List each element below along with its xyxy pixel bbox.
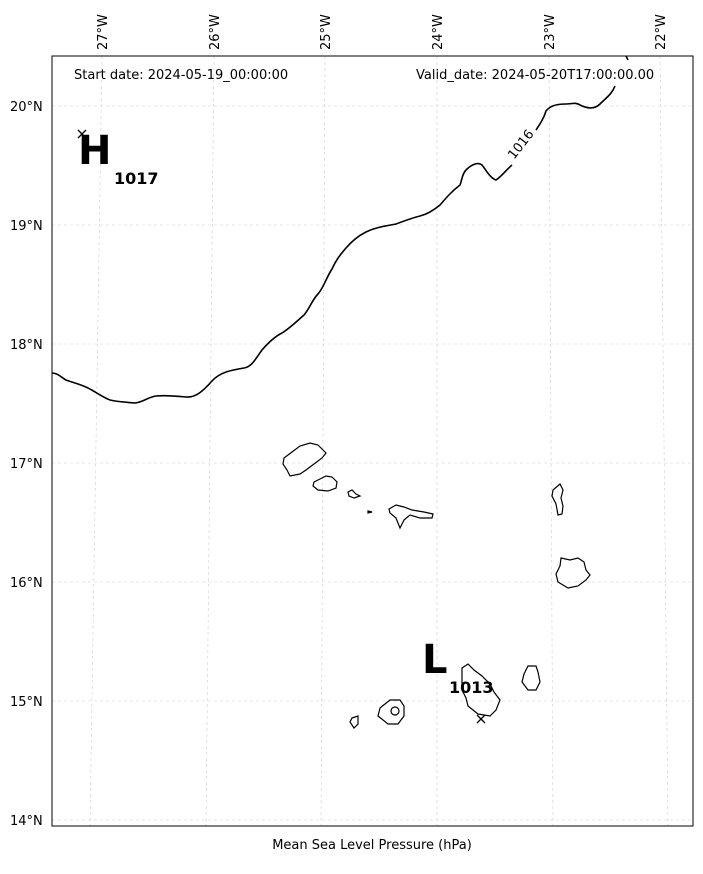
island-maio: [521, 665, 541, 691]
island-sao-vicente: [312, 475, 338, 492]
meridian-26w: [205, 55, 215, 827]
graticule: [52, 55, 693, 827]
island-santo-antao: [282, 442, 327, 477]
fogo-crater: [390, 706, 400, 716]
island-santiago: [461, 663, 501, 717]
low-letter: L: [422, 637, 448, 683]
meridian-25w: [320, 55, 326, 827]
valid-date-label: Valid_date: 2024-05-20T17:00:00.00: [416, 68, 654, 83]
island-fogo: [377, 699, 405, 725]
low-marker: [476, 714, 486, 724]
meridian-22w: [659, 55, 669, 827]
lon-tick-27w: 27°W: [96, 14, 111, 50]
island-sal: [551, 483, 564, 516]
lat-tick-19n: 19°N: [10, 219, 43, 234]
meridian-27w: [89, 55, 103, 827]
island-brava: [349, 715, 359, 729]
lat-tick-20n: 20°N: [10, 100, 43, 115]
islands: [282, 442, 591, 729]
isobar-1016: [51, 55, 629, 404]
lat-tick-17n: 17°N: [10, 457, 43, 472]
lon-tick-23w: 23°W: [543, 14, 558, 50]
lat-tick-labels: 20°N 19°N 18°N 17°N 16°N 15°N 14°N: [10, 100, 43, 829]
low-value: 1013: [449, 678, 494, 697]
lon-tick-26w: 26°W: [208, 14, 223, 50]
island-boa-vista: [555, 557, 591, 589]
lat-tick-14n: 14°N: [10, 814, 43, 829]
lat-tick-18n: 18°N: [10, 338, 43, 353]
lon-tick-24w: 24°W: [431, 14, 446, 50]
high-value: 1017: [114, 169, 159, 188]
lon-tick-22w: 22°W: [654, 14, 669, 50]
map-frame: [51, 55, 694, 827]
lat-tick-16n: 16°N: [10, 576, 43, 591]
lon-tick-25w: 25°W: [319, 14, 334, 50]
map-caption: Mean Sea Level Pressure (hPa): [272, 838, 472, 853]
high-letter: H: [78, 128, 111, 174]
isobar-label: 1016: [505, 127, 537, 162]
lon-tick-labels: 27°W 26°W 25°W 24°W 23°W 22°W: [96, 14, 669, 50]
lat-tick-15n: 15°N: [10, 695, 43, 710]
meridian-23w: [548, 55, 554, 827]
island-santa-luzia: [347, 489, 362, 499]
high-marker: [77, 129, 87, 139]
island-sao-nicolau: [388, 504, 434, 530]
start-date-label: Start date: 2024-05-19_00:00:00: [74, 68, 288, 83]
island-branco: [367, 510, 373, 514]
